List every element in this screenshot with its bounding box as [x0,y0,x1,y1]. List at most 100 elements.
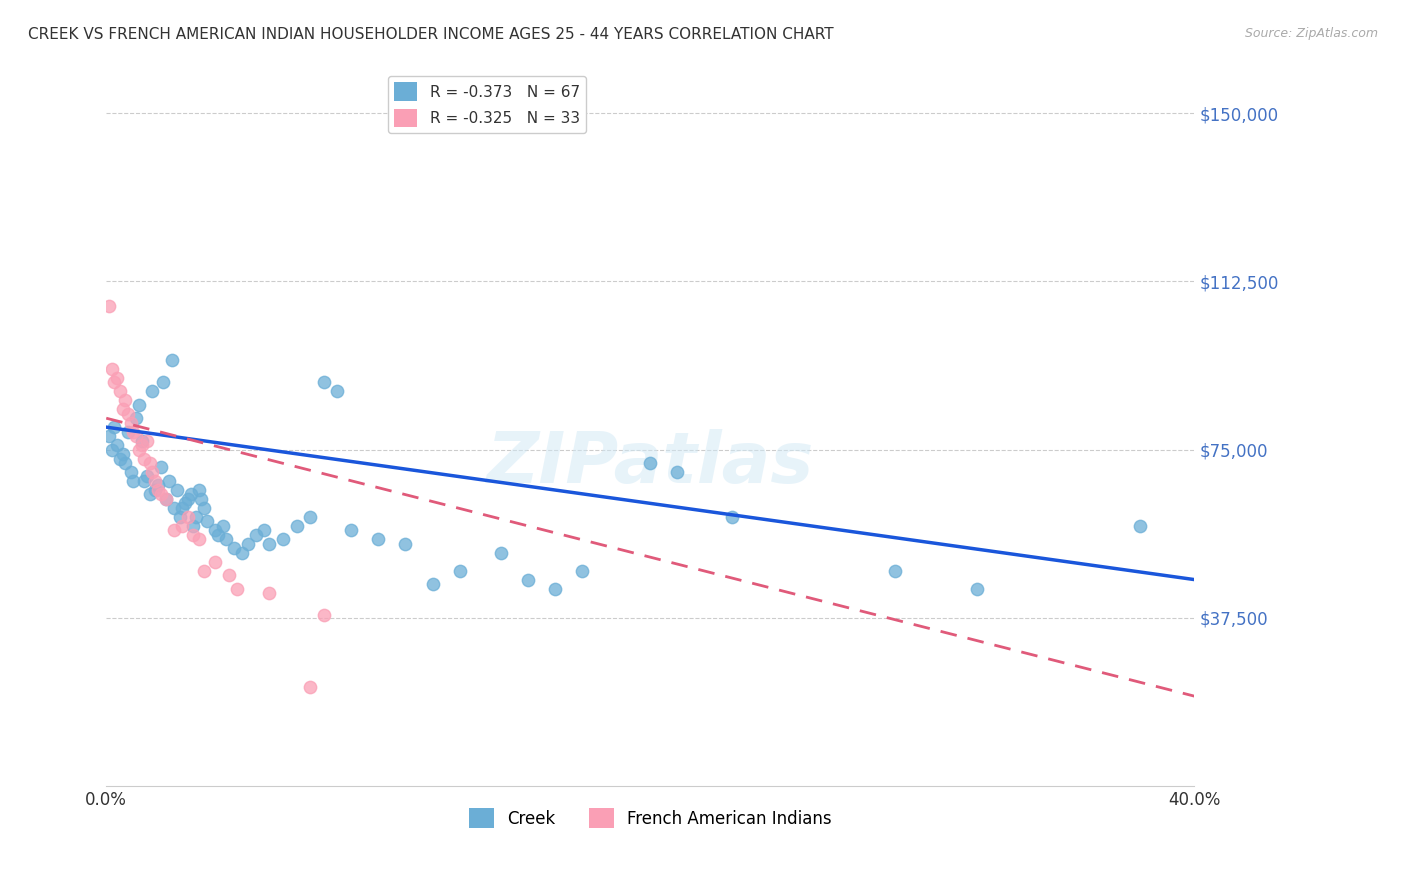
Creek [638,456,661,470]
French American Indians [187,533,209,547]
Creek [285,518,308,533]
Text: ZIPatlas: ZIPatlas [486,428,814,498]
Creek [146,478,169,492]
Creek [181,518,204,533]
French American Indians [97,299,120,313]
French American Indians [299,680,322,694]
French American Indians [181,527,204,541]
Creek [259,537,281,551]
Creek [166,483,188,497]
French American Indians [114,393,136,408]
Creek [111,447,134,461]
Creek [231,546,253,560]
French American Indians [141,465,163,479]
Creek [449,564,471,578]
French American Indians [131,438,153,452]
Creek [367,533,389,547]
Creek [172,500,194,515]
Creek [160,352,183,367]
Creek [190,491,212,506]
Creek [177,491,200,506]
French American Indians [134,451,156,466]
Creek [131,434,153,448]
Text: CREEK VS FRENCH AMERICAN INDIAN HOUSEHOLDER INCOME AGES 25 - 44 YEARS CORRELATIO: CREEK VS FRENCH AMERICAN INDIAN HOUSEHOL… [28,27,834,42]
French American Indians [103,376,125,390]
Creek [143,483,166,497]
Text: Source: ZipAtlas.com: Source: ZipAtlas.com [1244,27,1378,40]
French American Indians [155,491,177,506]
Creek [105,438,128,452]
Creek [187,483,209,497]
Creek [312,376,335,390]
Creek [544,582,567,596]
Creek [222,541,245,556]
Legend: Creek, French American Indians: Creek, French American Indians [463,801,838,835]
Creek [169,509,191,524]
French American Indians [122,425,145,439]
Creek [666,465,689,479]
French American Indians [117,407,139,421]
French American Indians [149,487,172,501]
Creek [108,451,131,466]
Creek [516,573,538,587]
French American Indians [146,483,169,497]
Creek [212,518,235,533]
Creek [155,491,177,506]
Creek [117,425,139,439]
French American Indians [172,518,194,533]
Creek [195,514,218,528]
Creek [103,420,125,434]
Creek [128,398,150,412]
Creek [120,465,142,479]
French American Indians [204,555,226,569]
Creek [489,546,512,560]
Creek [163,500,186,515]
Creek [721,509,744,524]
Creek [184,509,207,524]
French American Indians [100,362,122,376]
French American Indians [128,442,150,457]
Creek [193,500,215,515]
Creek [299,509,322,524]
Creek [394,537,416,551]
French American Indians [259,586,281,600]
Creek [141,384,163,399]
French American Indians [218,568,240,582]
French American Indians [125,429,148,443]
Creek [271,533,294,547]
Creek [253,523,276,537]
French American Indians [143,474,166,488]
Creek [326,384,349,399]
Creek [122,474,145,488]
Creek [100,442,122,457]
Creek [114,456,136,470]
Creek [207,527,229,541]
French American Indians [163,523,186,537]
Creek [149,460,172,475]
Creek [174,496,197,510]
Creek [139,487,162,501]
Creek [204,523,226,537]
Creek [157,474,180,488]
French American Indians [105,371,128,385]
French American Indians [108,384,131,399]
Creek [245,527,267,541]
French American Indians [139,456,162,470]
Creek [1129,518,1152,533]
Creek [215,533,238,547]
Creek [236,537,259,551]
Creek [125,411,148,425]
French American Indians [312,608,335,623]
Creek [571,564,593,578]
French American Indians [136,434,159,448]
French American Indians [111,402,134,417]
Creek [134,474,156,488]
Creek [884,564,907,578]
Creek [136,469,159,483]
Creek [422,577,444,591]
French American Indians [120,416,142,430]
Creek [152,376,174,390]
Creek [180,487,202,501]
Creek [340,523,363,537]
French American Indians [225,582,247,596]
